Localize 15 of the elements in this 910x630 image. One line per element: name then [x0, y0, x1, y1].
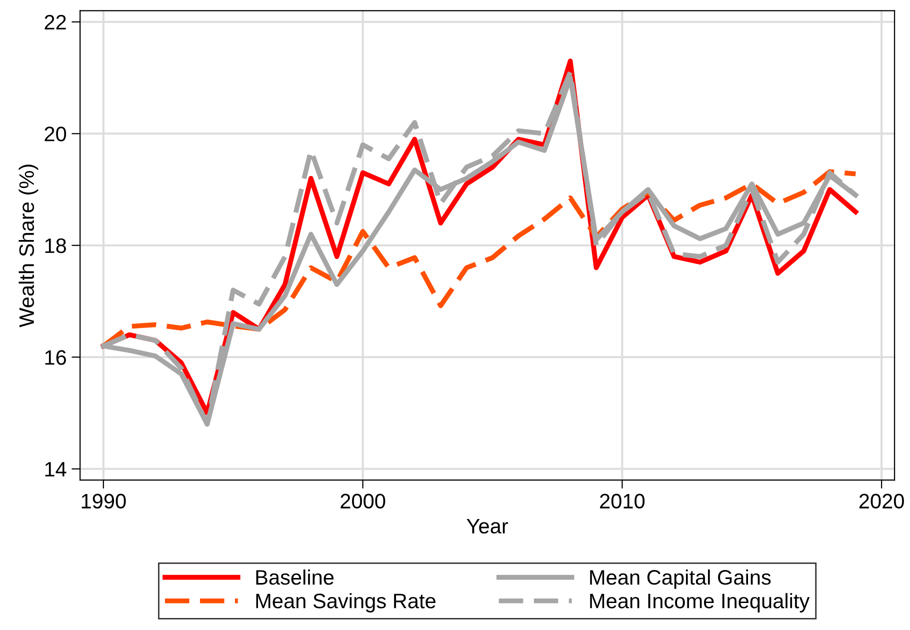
- x-tick-label: 2020: [859, 494, 904, 509]
- legend-label: Mean Capital Gains: [590, 569, 771, 589]
- y-tick-label: 20: [44, 126, 66, 142]
- legend-label: Mean Savings Rate: [256, 593, 436, 612]
- y-axis-title: Wealth Share (%): [18, 164, 38, 328]
- y-tick-label: 18: [45, 238, 66, 254]
- y-tick-label: 16: [45, 350, 66, 365]
- x-tick-label: 2010: [600, 494, 645, 509]
- y-tick-label: 22: [44, 14, 66, 30]
- y-tick-label: 14: [45, 462, 66, 476]
- legend-label: Mean Income Inequality: [590, 593, 810, 612]
- x-tick-label: 1990: [82, 494, 126, 509]
- legend-label: Baseline: [256, 569, 334, 585]
- x-tick-label: 2000: [340, 494, 386, 509]
- x-axis-title: Year: [466, 518, 508, 534]
